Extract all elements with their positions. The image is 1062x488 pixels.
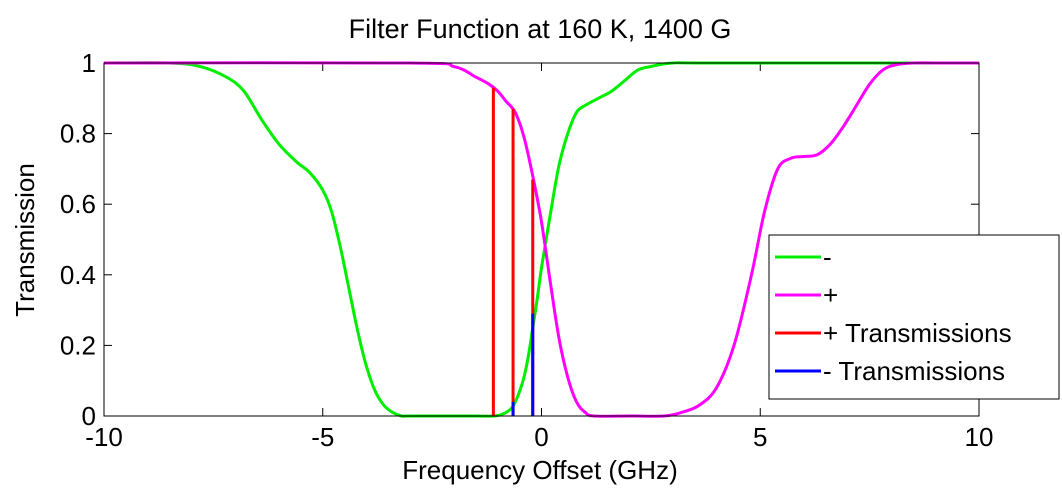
y-tick-label: 1 (82, 48, 96, 78)
y-tick-label: 0 (82, 401, 96, 431)
y-tick-label: 0.6 (60, 189, 96, 219)
x-tick-label: 0 (534, 422, 548, 452)
chart-title: Filter Function at 160 K, 1400 G (349, 14, 732, 44)
y-tick-label: 0.4 (60, 260, 96, 290)
x-tick-label: -10 (85, 422, 123, 452)
legend: - + + Transmissions - Transmissions (768, 234, 1060, 400)
legend-label: - Transmissions (823, 356, 1005, 386)
x-axis-label: Frequency Offset (GHz) (402, 455, 678, 485)
y-tick-label: 0.2 (60, 330, 96, 360)
y-axis-label: Transmission (10, 163, 40, 317)
x-tick-label: 5 (753, 422, 767, 452)
x-tick-label: -5 (311, 422, 334, 452)
y-tick-label: 0.8 (60, 119, 96, 149)
x-tick-label: 10 (965, 422, 994, 452)
legend-label: + (823, 280, 838, 310)
legend-label: + Transmissions (823, 318, 1012, 348)
legend-label: - (823, 242, 832, 272)
